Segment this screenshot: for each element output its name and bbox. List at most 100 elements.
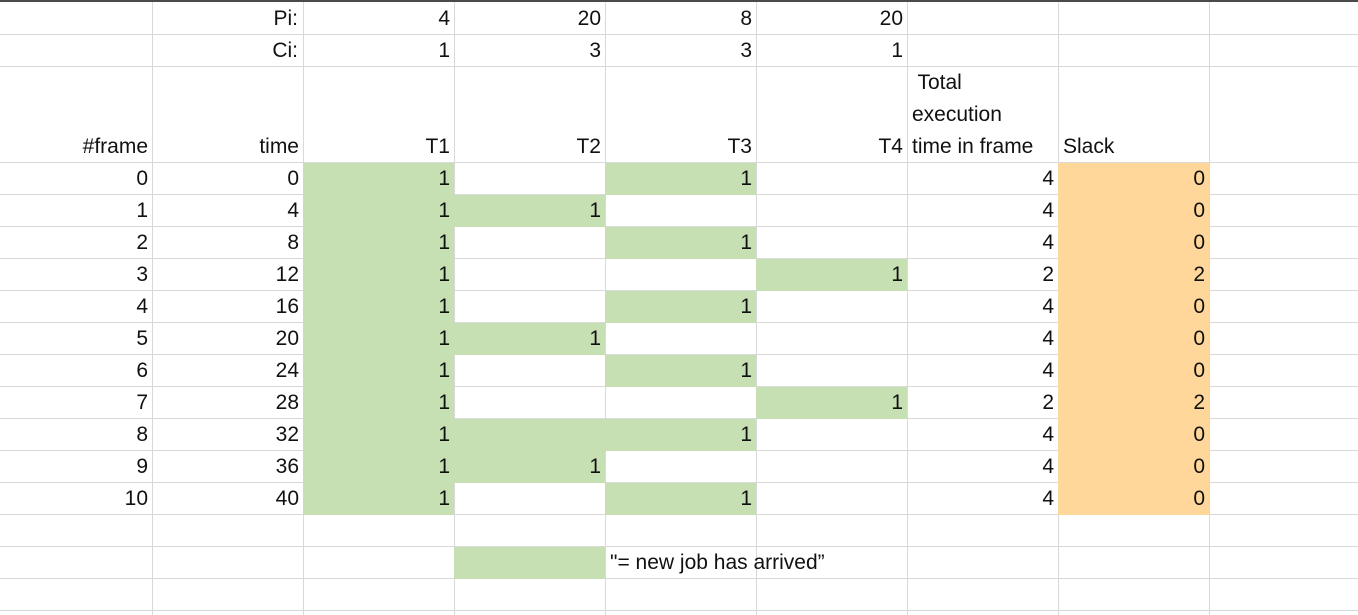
cell-t3[interactable]: 1	[605, 483, 756, 515]
cell-slack[interactable]: 0	[1058, 291, 1209, 323]
cell-total[interactable]: 4	[1042, 167, 1054, 190]
cell-t2[interactable]: 1	[454, 323, 605, 355]
cell-t3[interactable]	[605, 259, 756, 291]
cell-t4[interactable]	[756, 163, 907, 195]
header-total-execution[interactable]: Total execution time in frame	[907, 67, 1058, 163]
cell-time[interactable]: 8	[287, 231, 299, 254]
cell-t3[interactable]	[605, 195, 756, 227]
cell-time[interactable]: 36	[275, 455, 299, 478]
cell-t4[interactable]	[756, 483, 907, 515]
cell-frame[interactable]: 1	[136, 199, 148, 222]
cell-t3[interactable]: 1	[605, 419, 756, 451]
pi-t3[interactable]: 8	[740, 7, 752, 30]
cell-t1[interactable]: 1	[303, 419, 454, 451]
cell-time[interactable]: 28	[275, 391, 299, 414]
ci-t4[interactable]: 1	[891, 39, 903, 62]
cell-t4[interactable]	[756, 419, 907, 451]
pi-t4[interactable]: 20	[879, 7, 903, 30]
cell-t4[interactable]: 1	[756, 259, 907, 291]
cell-slack[interactable]: 2	[1058, 259, 1209, 291]
cell-slack[interactable]: 0	[1058, 323, 1209, 355]
cell-t1[interactable]: 1	[303, 195, 454, 227]
pi-label[interactable]: Pi:	[273, 7, 298, 30]
cell-t2[interactable]	[454, 355, 605, 387]
cell-t2[interactable]	[454, 259, 605, 291]
cell-t1[interactable]: 1	[303, 291, 454, 323]
cell-t3[interactable]	[605, 387, 756, 419]
header-t2[interactable]: T2	[576, 135, 601, 158]
header-t3[interactable]: T3	[727, 135, 752, 158]
cell-t1[interactable]: 1	[303, 259, 454, 291]
cell-t1[interactable]: 1	[303, 387, 454, 419]
cell-slack[interactable]: 2	[1058, 387, 1209, 419]
cell-frame[interactable]: 2	[136, 231, 148, 254]
cell-frame[interactable]: 5	[136, 327, 148, 350]
header-t4[interactable]: T4	[878, 135, 903, 158]
cell-t1[interactable]: 1	[303, 355, 454, 387]
cell-time[interactable]: 24	[275, 359, 299, 382]
cell-t2[interactable]	[454, 227, 605, 259]
pi-t2[interactable]: 20	[577, 7, 601, 30]
cell-frame[interactable]: 9	[136, 455, 148, 478]
cell-total[interactable]: 4	[1042, 487, 1054, 510]
cell-total[interactable]: 4	[1042, 231, 1054, 254]
cell-frame[interactable]: 8	[136, 423, 148, 446]
cell-t4[interactable]	[756, 355, 907, 387]
ci-t1[interactable]: 1	[438, 39, 450, 62]
cell-t1[interactable]: 1	[303, 483, 454, 515]
cell-frame[interactable]: 7	[136, 391, 148, 414]
ci-label[interactable]: Ci:	[272, 39, 298, 62]
cell-slack[interactable]: 0	[1058, 163, 1209, 195]
cell-t2[interactable]: 1	[454, 451, 605, 483]
cell-slack[interactable]: 0	[1058, 355, 1209, 387]
cell-t3[interactable]	[605, 323, 756, 355]
cell-t4[interactable]	[756, 291, 907, 323]
cell-t4[interactable]	[756, 195, 907, 227]
cell-frame[interactable]: 0	[136, 167, 148, 190]
cell-frame[interactable]: 3	[136, 263, 148, 286]
cell-slack[interactable]: 0	[1058, 419, 1209, 451]
cell-time[interactable]: 32	[275, 423, 299, 446]
cell-t4[interactable]	[756, 451, 907, 483]
cell-time[interactable]: 20	[275, 327, 299, 350]
cell-t2[interactable]: 1	[454, 195, 605, 227]
header-frame[interactable]: #frame	[82, 135, 148, 158]
cell-time[interactable]: 4	[287, 199, 299, 222]
cell-t3[interactable]: 1	[605, 291, 756, 323]
header-slack[interactable]: Slack	[1063, 135, 1115, 158]
cell-total[interactable]: 4	[1042, 359, 1054, 382]
cell-total[interactable]: 4	[1042, 327, 1054, 350]
ci-t2[interactable]: 3	[589, 39, 601, 62]
cell-slack[interactable]: 0	[1058, 227, 1209, 259]
cell-t3[interactable]: 1	[605, 163, 756, 195]
ci-t3[interactable]: 3	[740, 39, 752, 62]
cell-t4[interactable]: 1	[756, 387, 907, 419]
legend-text[interactable]: "= new job has arrived”	[610, 551, 825, 574]
cell-slack[interactable]: 0	[1058, 483, 1209, 515]
cell-t2[interactable]	[454, 419, 605, 451]
cell-time[interactable]: 12	[275, 263, 299, 286]
cell-time[interactable]: 0	[287, 167, 299, 190]
cell-time[interactable]: 16	[275, 295, 299, 318]
cell-frame[interactable]: 6	[136, 359, 148, 382]
header-t1[interactable]: T1	[425, 135, 450, 158]
cell-time[interactable]: 40	[275, 487, 299, 510]
cell-t2[interactable]	[454, 291, 605, 323]
cell-slack[interactable]: 0	[1058, 195, 1209, 227]
cell-total[interactable]: 4	[1042, 455, 1054, 478]
cell-t3[interactable]: 1	[605, 355, 756, 387]
cell-total[interactable]: 2	[1042, 263, 1054, 286]
cell-t4[interactable]	[756, 227, 907, 259]
cell-t1[interactable]: 1	[303, 227, 454, 259]
cell-frame[interactable]: 4	[136, 295, 148, 318]
cell-t3[interactable]	[605, 451, 756, 483]
cell-t1[interactable]: 1	[303, 451, 454, 483]
cell-t2[interactable]	[454, 163, 605, 195]
cell-total[interactable]: 4	[1042, 199, 1054, 222]
cell-frame[interactable]: 10	[124, 487, 148, 510]
legend-swatch[interactable]	[454, 547, 605, 579]
cell-t1[interactable]: 1	[303, 163, 454, 195]
cell-total[interactable]: 2	[1042, 391, 1054, 414]
pi-t1[interactable]: 4	[438, 7, 450, 30]
cell-slack[interactable]: 0	[1058, 451, 1209, 483]
